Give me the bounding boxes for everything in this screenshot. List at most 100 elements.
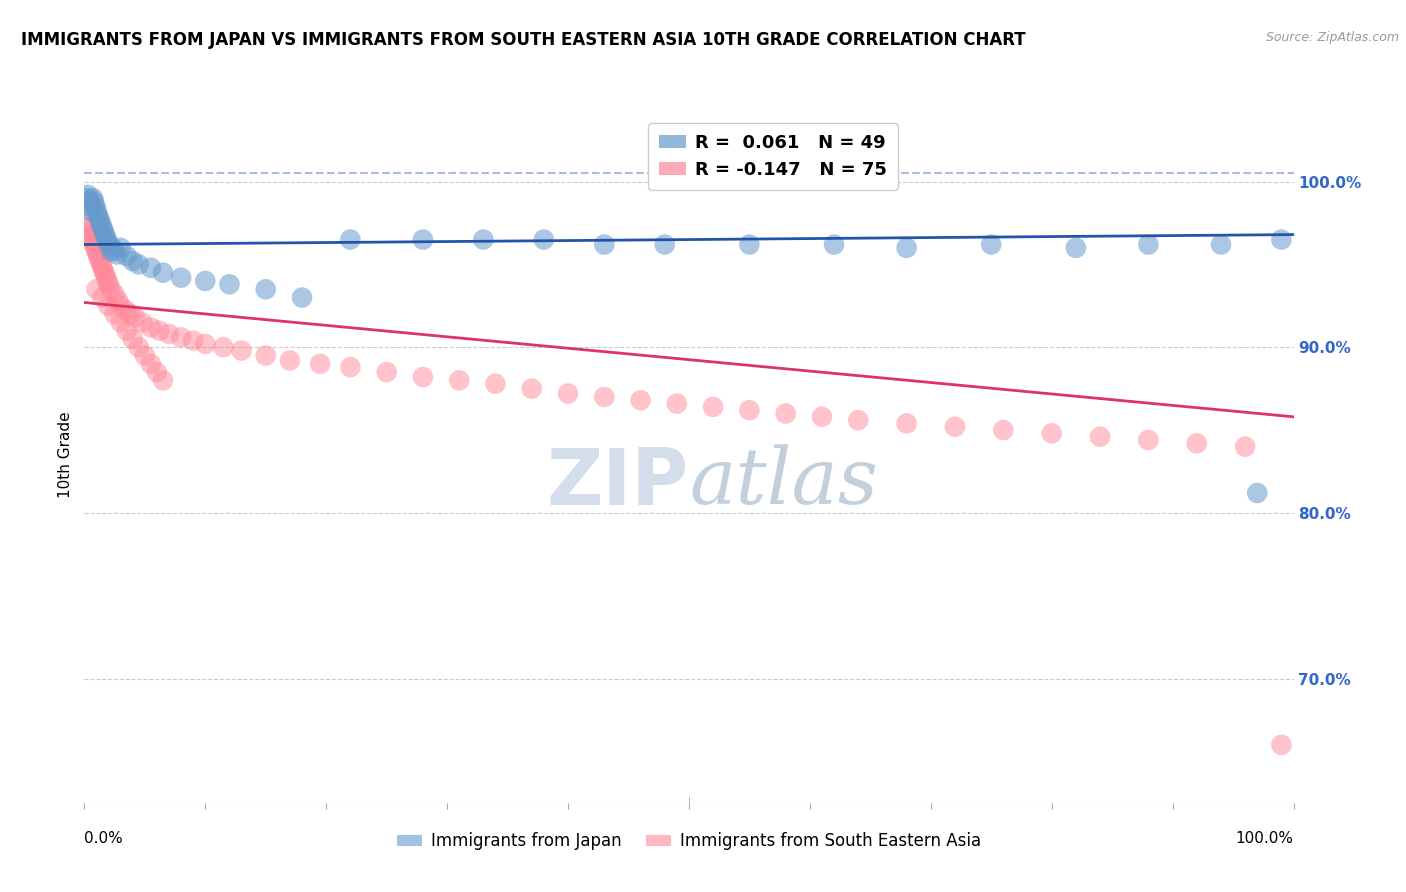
Point [82,234,104,248]
Point [146,365,169,379]
Point [84,199,107,213]
Point [134,349,156,363]
Point [101,241,124,255]
Point [449,373,471,387]
Point [194,337,217,351]
Point [254,282,277,296]
Point [278,353,301,368]
Point [97,237,120,252]
Point [80,231,103,245]
Point [139,357,162,371]
Point [139,260,162,275]
Y-axis label: 10th Grade: 10th Grade [58,411,73,499]
Point [484,376,506,391]
Point [131,315,153,329]
Point [339,360,361,375]
Point [77,221,100,235]
Point [339,233,361,247]
Point [472,233,495,247]
Point [139,320,162,334]
Point [896,241,918,255]
Point [79,199,101,213]
Point [96,234,118,248]
Point [87,251,110,265]
Point [775,407,797,421]
Point [86,202,108,217]
Point [115,303,138,318]
Point [124,310,146,325]
Point [1270,233,1292,247]
Point [104,307,127,321]
Point [77,194,100,209]
Point [84,241,107,255]
Point [94,268,117,282]
Point [533,233,555,247]
Point [77,224,100,238]
Point [212,340,235,354]
Point [943,419,966,434]
Point [94,231,117,245]
Point [110,241,132,255]
Point [89,254,111,268]
Point [170,270,193,285]
Point [823,237,845,252]
Point [104,244,127,259]
Point [121,254,143,268]
Point [291,291,314,305]
Point [83,237,105,252]
Point [896,417,918,431]
Point [980,237,1002,252]
Point [86,282,108,296]
Point [1270,738,1292,752]
Point [738,403,761,417]
Point [181,334,204,348]
Point [100,244,122,259]
Point [86,247,108,261]
Point [121,332,143,346]
Point [97,299,120,313]
Text: Source: ZipAtlas.com: Source: ZipAtlas.com [1265,31,1399,45]
Point [96,274,118,288]
Point [412,233,434,247]
Point [520,382,543,396]
Point [254,349,277,363]
Point [128,257,150,271]
Point [152,373,174,387]
Point [654,237,676,252]
Point [993,423,1015,437]
Point [231,343,253,358]
Text: ZIP: ZIP [547,445,689,521]
Point [309,357,332,371]
Text: 100.0%: 100.0% [1236,830,1294,846]
Point [194,274,217,288]
Point [105,247,128,261]
Point [1209,237,1232,252]
Point [1064,241,1087,255]
Point [1088,430,1111,444]
Point [811,409,834,424]
Point [79,227,101,242]
Point [557,386,579,401]
Point [94,270,117,285]
Point [97,277,120,292]
Point [1234,440,1257,454]
Point [630,393,652,408]
Point [87,211,110,225]
Point [738,237,761,252]
Point [76,191,98,205]
Point [83,194,105,209]
Point [115,324,138,338]
Text: IMMIGRANTS FROM JAPAN VS IMMIGRANTS FROM SOUTH EASTERN ASIA 10TH GRADE CORRELATI: IMMIGRANTS FROM JAPAN VS IMMIGRANTS FROM… [21,31,1026,49]
Point [93,264,115,278]
Point [110,315,132,329]
Point [77,187,100,202]
Legend: Immigrants from Japan, Immigrants from South Eastern Asia: Immigrants from Japan, Immigrants from S… [391,826,987,857]
Point [702,400,724,414]
Point [218,277,240,292]
Point [104,287,127,301]
Point [86,244,108,259]
Point [1137,237,1160,252]
Point [1137,433,1160,447]
Text: 0.0%: 0.0% [84,830,124,846]
Point [76,216,98,230]
